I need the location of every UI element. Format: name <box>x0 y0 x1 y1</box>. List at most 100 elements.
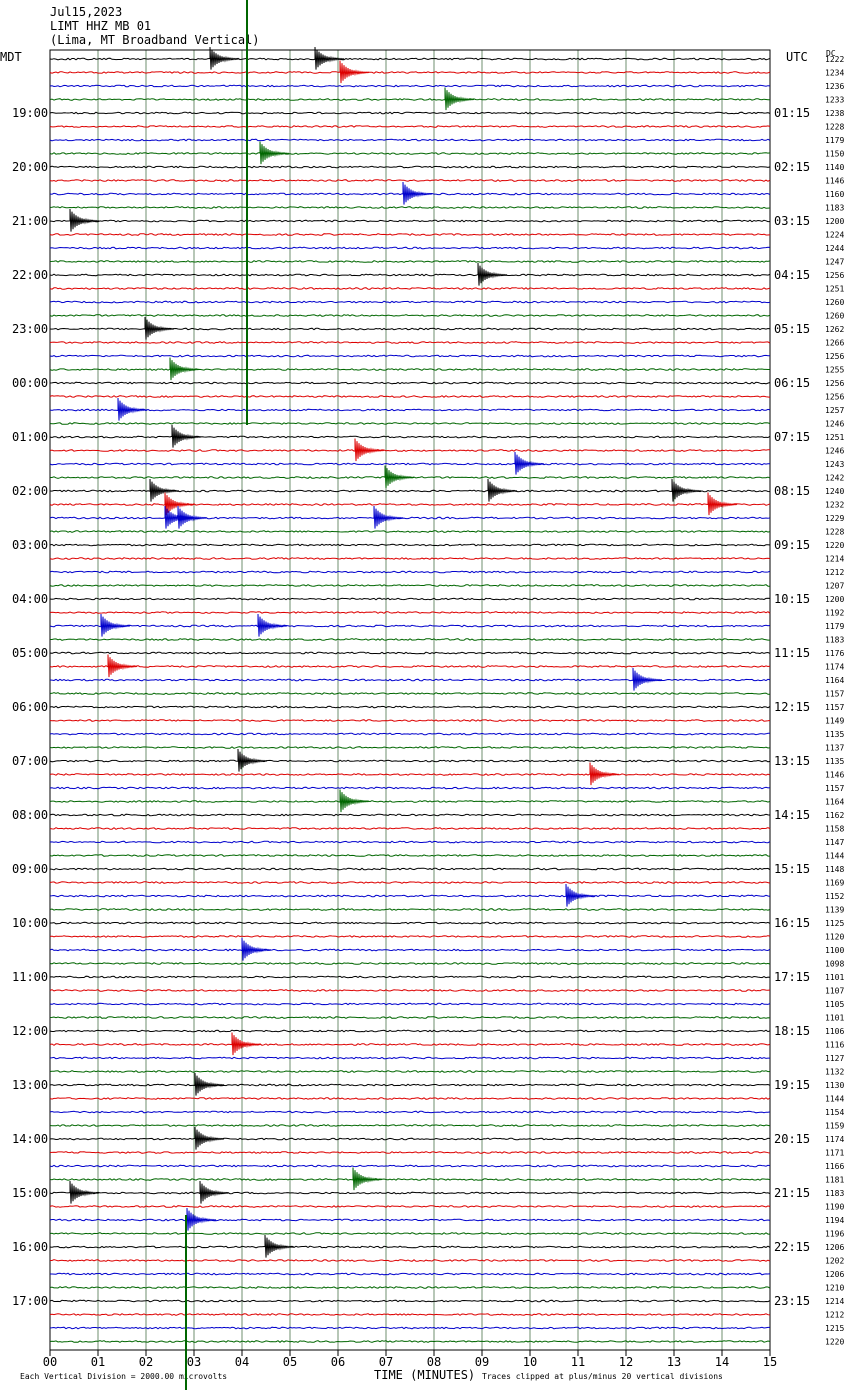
trace <box>50 921 771 925</box>
left-label: 21:00 <box>12 214 48 228</box>
trace <box>49 125 771 128</box>
x-tick-label: 05 <box>283 1355 297 1369</box>
event <box>339 789 370 813</box>
event <box>487 478 518 502</box>
dc-value: 1214 <box>825 555 844 564</box>
dc-value: 1242 <box>825 474 844 483</box>
right-label: 21:15 <box>774 1186 810 1200</box>
dc-value: 1244 <box>825 244 844 253</box>
right-label: 04:15 <box>774 268 810 282</box>
dc-value: 1206 <box>825 1270 844 1279</box>
dc-value: 1148 <box>825 865 844 874</box>
dc-value: 1174 <box>825 663 844 672</box>
dc-value: 1157 <box>825 784 844 793</box>
dc-value: 1256 <box>825 352 844 361</box>
left-label: 13:00 <box>12 1078 48 1092</box>
dc-value: 1190 <box>825 1203 844 1212</box>
x-tick-label: 06 <box>331 1355 345 1369</box>
right-label: 23:15 <box>774 1294 810 1308</box>
trace <box>50 476 771 479</box>
right-label: 06:15 <box>774 376 810 390</box>
dc-value: 1176 <box>825 649 844 658</box>
left-label: 10:00 <box>12 916 48 930</box>
trace <box>49 300 771 304</box>
trace <box>49 1164 771 1168</box>
dc-value: 1101 <box>825 1014 844 1023</box>
right-label: 01:15 <box>774 106 810 120</box>
dc-value: 1139 <box>825 906 844 915</box>
event <box>373 505 404 529</box>
left-label: 23:00 <box>12 322 48 336</box>
dc-value: 1144 <box>825 1095 844 1104</box>
trace <box>49 894 771 898</box>
dc-value: 1149 <box>825 717 844 726</box>
dc-value: 1256 <box>825 379 844 388</box>
trace <box>49 962 771 965</box>
right-label: 09:15 <box>774 538 810 552</box>
trace <box>49 800 771 803</box>
trace <box>49 422 771 425</box>
dc-value: 1125 <box>825 919 844 928</box>
event <box>164 492 195 516</box>
trace <box>49 759 771 763</box>
trace <box>49 692 770 695</box>
dc-value: 1100 <box>825 946 844 955</box>
event <box>149 478 180 502</box>
dc-value: 1127 <box>825 1054 844 1063</box>
dc-value: 1183 <box>825 636 844 645</box>
trace <box>49 1340 771 1343</box>
trace <box>49 948 771 952</box>
left-label: 00:00 <box>12 376 48 390</box>
trace <box>49 1205 771 1208</box>
event <box>117 397 148 421</box>
event <box>339 60 370 84</box>
dc-value: 1220 <box>825 1338 844 1347</box>
dc-value: 1120 <box>825 933 844 942</box>
trace <box>49 1151 771 1154</box>
right-label: 19:15 <box>774 1078 810 1092</box>
right-label: 16:15 <box>774 916 810 930</box>
dc-value: 1106 <box>825 1027 844 1036</box>
event <box>707 492 738 516</box>
footer-left: Each Vertical Division = 2000.00 microvo… <box>20 1372 227 1381</box>
dc-value: 1098 <box>825 960 844 969</box>
trace <box>49 435 771 439</box>
trace <box>49 179 771 182</box>
dc-value: 1251 <box>825 285 844 294</box>
dc-value: 1169 <box>825 879 844 888</box>
right-label: 18:15 <box>774 1024 810 1038</box>
trace <box>49 1286 771 1289</box>
trace <box>49 1043 771 1046</box>
trace <box>49 732 770 736</box>
right-label: 14:15 <box>774 808 810 822</box>
event <box>444 87 475 111</box>
dc-value: 1116 <box>825 1041 844 1050</box>
left-label: 01:00 <box>12 430 48 444</box>
trace <box>49 206 771 209</box>
dc-value: 1132 <box>825 1068 844 1077</box>
dc-value: 1194 <box>825 1216 844 1225</box>
trace <box>49 1191 771 1195</box>
dc-value: 1135 <box>825 730 844 739</box>
dc-value: 1247 <box>825 258 844 267</box>
dc-value: 1207 <box>825 582 844 591</box>
trace <box>49 557 771 560</box>
trace <box>49 273 771 277</box>
left-axis-title: MDT <box>0 50 22 64</box>
dc-value: 1179 <box>825 136 844 145</box>
dc-value: 1256 <box>825 393 844 402</box>
trace <box>49 354 771 358</box>
trace <box>49 1313 771 1316</box>
dc-value: 1238 <box>825 109 844 118</box>
trace <box>49 854 770 857</box>
event <box>671 478 702 502</box>
event <box>589 762 620 786</box>
dc-value: 1200 <box>825 595 844 604</box>
trace <box>49 570 771 574</box>
right-label: 10:15 <box>774 592 810 606</box>
trace <box>49 665 771 668</box>
dc-value: 1101 <box>825 973 844 982</box>
dc-value: 1171 <box>825 1149 844 1158</box>
dc-value: 1222 <box>825 55 844 64</box>
trace <box>49 327 771 331</box>
